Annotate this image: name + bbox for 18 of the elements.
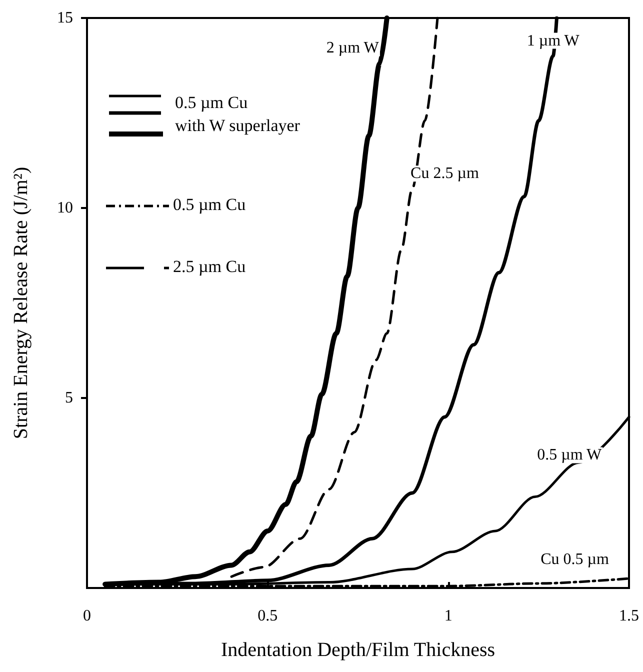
- series-label: Cu 2.5 µm: [410, 165, 480, 182]
- annotation: 0.5 µm Cu: [175, 92, 248, 112]
- x-tick-label: 0: [83, 608, 91, 624]
- y-tick-label: 10: [57, 200, 73, 216]
- y-axis-title: Strain Energy Release Rate (J/m²): [10, 166, 32, 440]
- series-label: 0.5 µm W: [537, 446, 603, 464]
- y-tick-label: 5: [65, 390, 73, 406]
- annotation: 2.5 µm Cu: [173, 256, 246, 276]
- y-tick-label: 15: [57, 10, 73, 26]
- x-tick-label: 1: [444, 608, 452, 624]
- annotation: 0.5 µm Cu: [173, 194, 246, 214]
- x-axis-title: Indentation Depth/Film Thickness: [220, 639, 496, 661]
- series-label: Cu 0.5 µm: [540, 551, 610, 568]
- series-label: 2 µm W: [326, 40, 380, 57]
- x-tick-label: 0.5: [258, 608, 278, 624]
- series-label: 1 µm W: [526, 32, 580, 50]
- annotation: with W superlayer: [175, 116, 300, 135]
- x-tick-label: 1.5: [619, 608, 639, 624]
